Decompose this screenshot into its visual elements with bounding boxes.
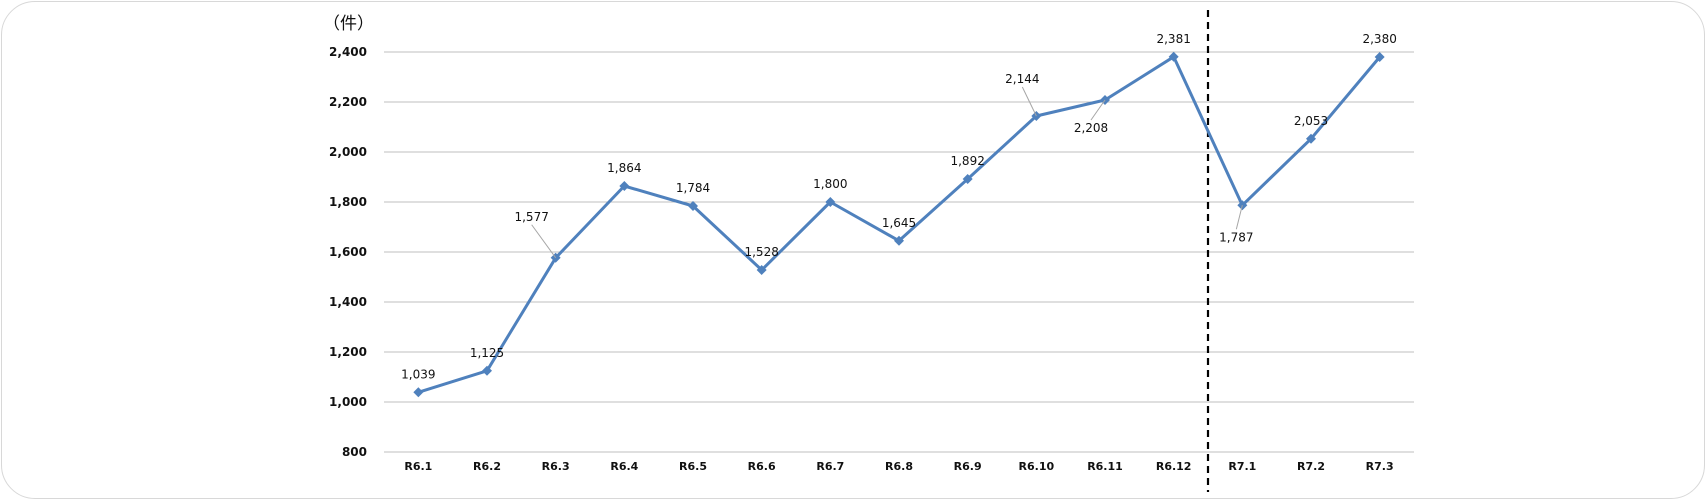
data-label: 1,800	[813, 177, 847, 191]
data-point	[1168, 51, 1179, 62]
data-label: 2,208	[1074, 121, 1108, 135]
y-tick-label: 1,200	[329, 345, 367, 359]
data-label: 2,053	[1294, 114, 1328, 128]
data-point	[825, 197, 836, 207]
label-leader-line	[1021, 86, 1037, 117]
label-leader-line	[531, 224, 557, 259]
y-tick-label: 2,200	[329, 95, 367, 109]
gridlines	[384, 51, 1414, 453]
x-tick-label: R6.5	[679, 460, 707, 473]
y-tick-label: 1,000	[329, 395, 367, 409]
data-label: 1,528	[744, 245, 778, 259]
data-label: 2,381	[1156, 32, 1190, 46]
y-unit-label: （件）	[323, 14, 374, 34]
data-labels: 1,039 1,125 1,577 1,864 1,784 1,528 1,800 1,645…	[401, 32, 1397, 382]
x-tick-label: R6.8	[885, 460, 913, 473]
x-tick-label: R7.3	[1366, 460, 1394, 473]
data-point	[962, 174, 973, 184]
data-point	[1374, 52, 1385, 62]
data-point	[413, 387, 424, 398]
data-label: 1,645	[882, 216, 916, 230]
y-tick-label: 1,400	[329, 295, 367, 309]
data-point	[894, 235, 904, 246]
y-axis-ticks: 800 1,000 1,200 1,400 1,600 1,800 2,000 2,200 2,…	[329, 45, 367, 459]
x-tick-label: R6.12	[1156, 460, 1192, 473]
x-tick-label: R6.4	[610, 460, 638, 473]
x-tick-label: R6.6	[748, 460, 776, 473]
data-label: 2,380	[1362, 32, 1396, 46]
x-tick-label: R6.7	[816, 460, 844, 473]
data-label: 1,577	[514, 210, 548, 224]
label-leader-line	[1235, 205, 1243, 230]
x-tick-label: R7.1	[1228, 460, 1256, 473]
data-point	[688, 201, 698, 211]
data-point	[1306, 133, 1316, 144]
y-tick-label: 1,800	[329, 195, 367, 209]
data-point	[619, 181, 630, 191]
data-label: 1,787	[1219, 230, 1253, 244]
x-tick-label: R6.1	[404, 460, 432, 473]
label-leader-line	[1090, 99, 1106, 121]
y-tick-label: 2,000	[329, 145, 367, 159]
data-label: 1,784	[676, 181, 710, 195]
data-label: 2,144	[1005, 72, 1039, 86]
data-label: 1,864	[607, 161, 641, 175]
x-tick-label: R6.10	[1019, 460, 1055, 473]
x-tick-label: R7.2	[1297, 460, 1325, 473]
y-tick-label: 2,400	[329, 45, 367, 59]
data-label: 1,039	[401, 367, 435, 381]
y-tick-label: 1,600	[329, 245, 367, 259]
data-point	[482, 365, 492, 376]
data-label: 1,125	[470, 346, 504, 360]
data-point	[756, 265, 767, 275]
x-axis-ticks: R6.1 R6.2 R6.3 R6.4 R6.5 R6.6 R6.7 R6.8 R6.9 R6.1…	[404, 460, 1393, 473]
x-tick-label: R6.2	[473, 460, 501, 473]
x-tick-label: R6.11	[1087, 460, 1123, 473]
x-tick-label: R6.3	[542, 460, 570, 473]
y-tick-label: 800	[342, 445, 367, 459]
x-tick-label: R6.9	[954, 460, 982, 473]
data-label: 1,892	[950, 154, 984, 168]
